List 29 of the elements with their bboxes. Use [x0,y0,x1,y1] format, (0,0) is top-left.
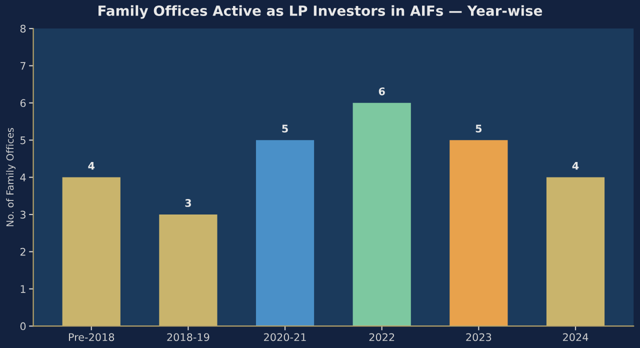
x-tick-label: Pre-2018 [68,333,114,342]
x-tick-label: 2023 [466,333,492,342]
data-label: 6 [378,87,385,96]
x-tick-label: 2020-21 [264,333,306,342]
y-axis-title: No. of Family Offices [6,128,16,226]
bar [352,102,411,326]
y-tick-label: 4 [20,174,26,182]
data-label: 5 [282,124,288,133]
data-label: 3 [185,199,191,207]
y-tick-label: 3 [20,210,26,219]
chart-title: Family Offices Active as LP Investors in AIFs — Year-wise [98,5,542,19]
y-tick-label: 2 [20,248,26,256]
bar [546,177,605,326]
x-tick-label: 2018-19 [167,333,210,342]
x-tick-label: 2022 [369,333,394,342]
bar [159,214,218,326]
bar [450,140,508,326]
y-tick-label: 7 [20,62,26,70]
y-tick-label: 6 [20,99,26,108]
y-tick-label: 0 [20,322,26,330]
data-label: 5 [476,124,482,133]
bar [62,177,120,326]
y-tick-label: 1 [20,285,26,293]
bar [256,140,314,326]
data-label: 4 [88,162,95,170]
data-label: 4 [572,162,579,170]
x-tick-label: 2024 [563,333,588,342]
y-tick-label: 5 [20,136,26,144]
y-tick-label: 8 [20,24,26,33]
